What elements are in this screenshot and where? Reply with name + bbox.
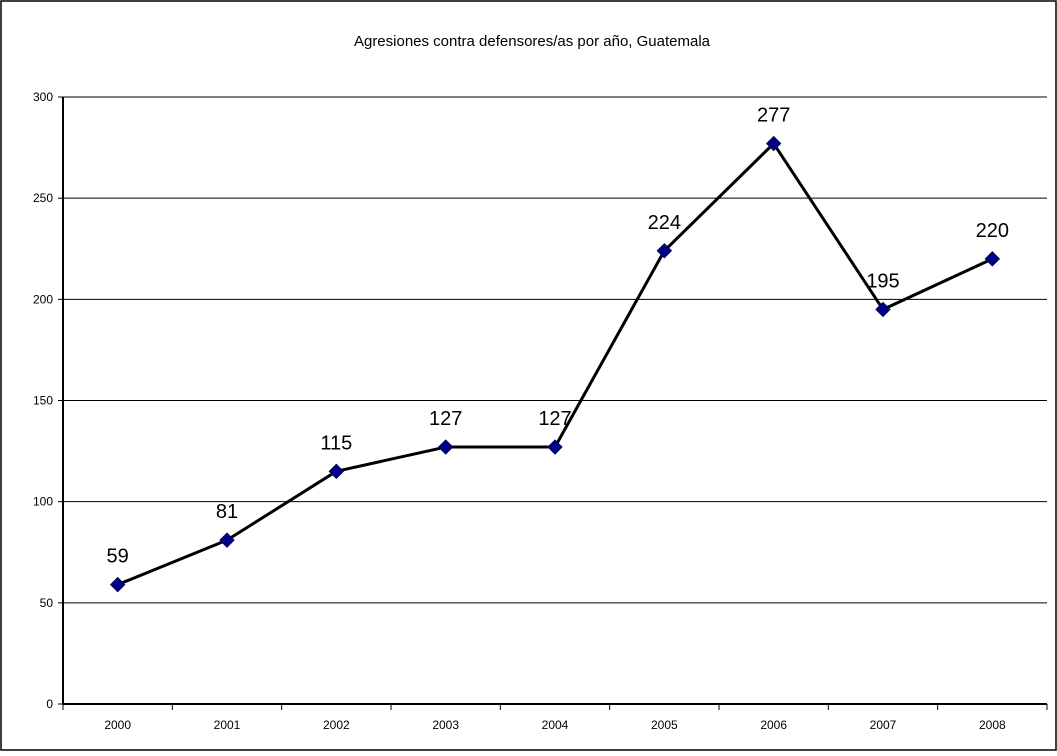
y-tick-label: 100 [33, 495, 53, 509]
x-tick-label: 2007 [870, 718, 897, 732]
x-tick-label: 2005 [651, 718, 678, 732]
x-tick-label: 2000 [104, 718, 131, 732]
y-tick-label: 50 [40, 596, 54, 610]
data-label: 59 [107, 546, 129, 568]
data-label: 115 [320, 432, 352, 454]
data-label: 127 [538, 408, 571, 430]
x-tick-label: 2002 [323, 718, 350, 732]
y-tick-label: 200 [33, 292, 53, 306]
y-tick-label: 0 [46, 697, 53, 711]
data-label: 127 [429, 408, 462, 430]
x-tick-label: 2004 [542, 718, 569, 732]
chart-title: Agresiones contra defensores/as por año,… [354, 33, 711, 50]
data-label: 195 [866, 270, 899, 292]
data-label: 220 [976, 220, 1009, 242]
y-tick-label: 250 [33, 191, 53, 205]
x-tick-label: 2001 [214, 718, 241, 732]
x-tick-label: 2006 [760, 718, 787, 732]
x-tick-label: 2008 [979, 718, 1006, 732]
data-label: 81 [216, 501, 238, 523]
data-label: 224 [648, 212, 681, 234]
x-tick-label: 2003 [432, 718, 459, 732]
y-tick-label: 150 [33, 394, 53, 408]
x-tick-labels: 2000 2001 2002 2003 2004 2005 2006 2007 2008 [104, 718, 1006, 732]
data-label: 277 [757, 105, 790, 127]
y-tick-label: 300 [33, 90, 53, 104]
